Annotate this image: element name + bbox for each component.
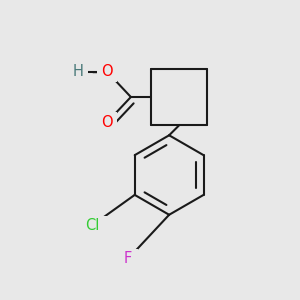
Text: H: H	[72, 64, 83, 80]
FancyBboxPatch shape	[97, 112, 117, 132]
FancyBboxPatch shape	[118, 249, 138, 268]
Text: -: -	[91, 64, 97, 80]
Text: F: F	[124, 251, 132, 266]
Text: Cl: Cl	[85, 218, 100, 232]
FancyBboxPatch shape	[77, 215, 108, 235]
Text: O: O	[101, 64, 113, 80]
FancyBboxPatch shape	[68, 62, 88, 82]
Text: O: O	[101, 115, 113, 130]
FancyBboxPatch shape	[97, 62, 117, 82]
